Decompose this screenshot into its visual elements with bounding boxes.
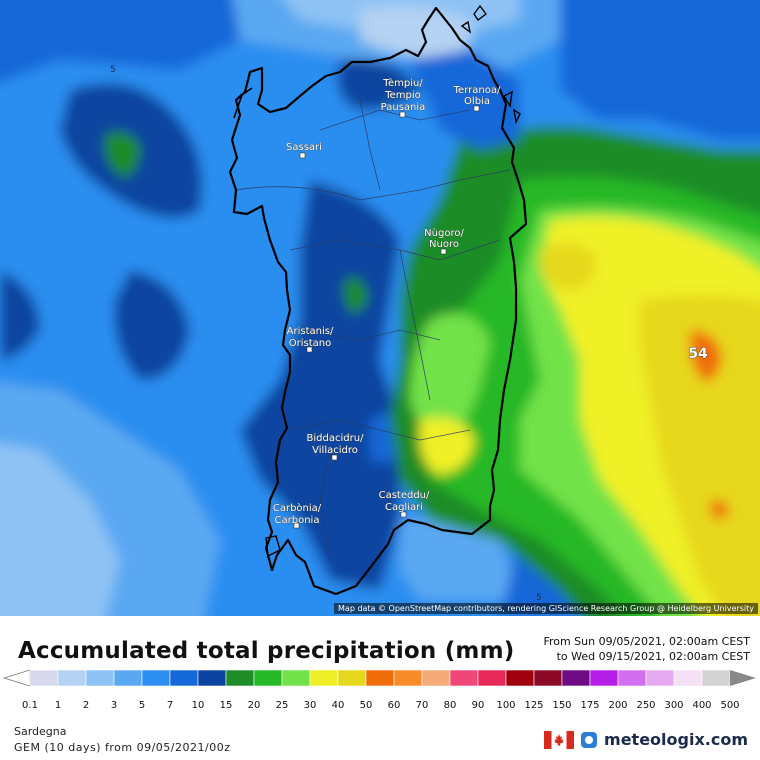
- legend-tick-label: 250: [636, 700, 655, 711]
- contour-label-south: 5: [536, 593, 542, 603]
- legend-cell: [29, 669, 59, 687]
- legend-tick-label: 3: [111, 700, 117, 711]
- model-info: GEM (10 days) from 09/05/2021/00z: [14, 741, 231, 754]
- legend-arrow-right: [730, 670, 756, 686]
- svg-text:Carbònia/: Carbònia/: [273, 502, 322, 514]
- legend-tick-label: 5: [139, 700, 145, 711]
- legend-cell: [141, 669, 171, 687]
- legend-cell: [225, 669, 255, 687]
- legend-tick-label: 10: [192, 700, 205, 711]
- city-tempio: Tèmpiu/ Tempio Pausania: [380, 77, 426, 118]
- brand: meteologix.com: [544, 730, 748, 749]
- legend-tick-label: 400: [692, 700, 711, 711]
- contour-label-north: 5: [110, 65, 116, 75]
- city-oristano: Aristanis/ Oristano: [286, 326, 334, 353]
- legend-tick-label: 50: [360, 700, 373, 711]
- legend-tick-label: 200: [608, 700, 627, 711]
- legend-cell: [253, 669, 283, 687]
- legend-tick-label: 70: [416, 700, 429, 711]
- legend-tick-label: 40: [332, 700, 345, 711]
- legend-tick-label: 20: [248, 700, 261, 711]
- precipitation-map: 5 5 Tèmpiu/ Tempio Pausania Terranoa/ Ol…: [0, 0, 760, 616]
- region-name: Sardegna: [14, 725, 67, 738]
- legend-cell: [57, 669, 87, 687]
- legend-cell: [561, 669, 591, 687]
- svg-text:Tempio: Tempio: [384, 90, 421, 101]
- city-villacidro: Biddacidru/ Villacidro: [306, 433, 365, 461]
- legend-tick-label: 2: [83, 700, 89, 711]
- svg-text:Aristanis/: Aristanis/: [287, 326, 334, 337]
- svg-text:Nuoro: Nuoro: [429, 239, 459, 250]
- legend-arrow-left: [2, 669, 31, 687]
- legend-cell: [281, 669, 311, 687]
- city-carbonia: Carbònia/ Carbonia: [273, 502, 322, 529]
- legend-cell: [673, 669, 703, 687]
- legend-tick-label: 125: [524, 700, 543, 711]
- max-precip-label: 54: [688, 346, 708, 362]
- legend-cell: [365, 669, 395, 687]
- legend-tick-label: 60: [388, 700, 401, 711]
- legend-tick-label: 25: [276, 700, 289, 711]
- legend-tick-label: 90: [472, 700, 485, 711]
- legend-cell: [169, 669, 199, 687]
- svg-text:Oristano: Oristano: [289, 338, 331, 349]
- legend-cell: [309, 669, 339, 687]
- svg-text:Villacidro: Villacidro: [312, 445, 358, 456]
- legend-tick-label: 0.1: [22, 700, 38, 711]
- coastline-sardinia: [228, 6, 528, 596]
- legend-cell: [197, 669, 227, 687]
- legend-cell: [533, 669, 563, 687]
- legend-cell: [477, 669, 507, 687]
- legend-cell: [337, 669, 367, 687]
- legend-tick-label: 30: [304, 700, 317, 711]
- legend-cell: [113, 669, 143, 687]
- legend-cell: [589, 669, 619, 687]
- svg-text:Cagliari: Cagliari: [385, 502, 423, 513]
- city-sassari: Sassari: [286, 142, 322, 159]
- precip-legend: 0.1 1 2 3 5 7 10 15 20 25 30 40 50 60 70 80 90 100 125 150 1…: [2, 669, 756, 711]
- svg-text:Sassari: Sassari: [286, 142, 322, 153]
- canada-flag-icon: [544, 730, 575, 749]
- meteologix-logo-icon: [581, 731, 598, 748]
- legend-tick-label: 7: [167, 700, 173, 711]
- city-nuoro: Nùgoro/ Nuoro: [424, 227, 465, 255]
- svg-text:Terranoa/: Terranoa/: [453, 85, 501, 96]
- legend-tick-label: 15: [220, 700, 233, 711]
- period-from: From Sun 09/05/2021, 02:00am CEST: [543, 635, 750, 648]
- time-period: From Sun 09/05/2021, 02:00am CEST to Wed…: [543, 634, 750, 664]
- legend-tick-label: 175: [580, 700, 599, 711]
- svg-text:Biddacidru/: Biddacidru/: [307, 433, 365, 444]
- legend-tick-label: 500: [720, 700, 739, 711]
- legend-cell: [393, 669, 423, 687]
- legend-cell: [617, 669, 647, 687]
- legend-cell: [85, 669, 115, 687]
- legend-cell: [645, 669, 675, 687]
- legend-tick-label: 100: [496, 700, 515, 711]
- legend-tick-label: 300: [664, 700, 683, 711]
- svg-text:Olbia: Olbia: [464, 96, 490, 107]
- map-title: Accumulated total precipitation (mm): [18, 638, 515, 664]
- svg-text:Carbonia: Carbonia: [275, 515, 320, 526]
- legend-tick-label: 1: [55, 700, 61, 711]
- legend-tick-label: 80: [444, 700, 457, 711]
- period-to: to Wed 09/15/2021, 02:00am CEST: [556, 650, 750, 663]
- legend-tick-label: 150: [552, 700, 571, 711]
- svg-text:Tèmpiu/: Tèmpiu/: [382, 77, 423, 89]
- legend-cell: [449, 669, 479, 687]
- city-olbia: Terranoa/ Olbia: [452, 85, 501, 112]
- legend-cell: [421, 669, 451, 687]
- map-attribution: Map data © OpenStreetMap contributors, r…: [334, 603, 758, 614]
- legend-cell: [701, 669, 731, 687]
- svg-text:Pausania: Pausania: [381, 102, 426, 113]
- svg-text:Nùgoro/: Nùgoro/: [424, 227, 464, 239]
- brand-name: meteologix.com: [604, 730, 748, 749]
- svg-text:Casteddu/: Casteddu/: [379, 490, 430, 501]
- legend-cell: [505, 669, 535, 687]
- city-cagliari: Casteddu/ Cagliari: [378, 490, 430, 518]
